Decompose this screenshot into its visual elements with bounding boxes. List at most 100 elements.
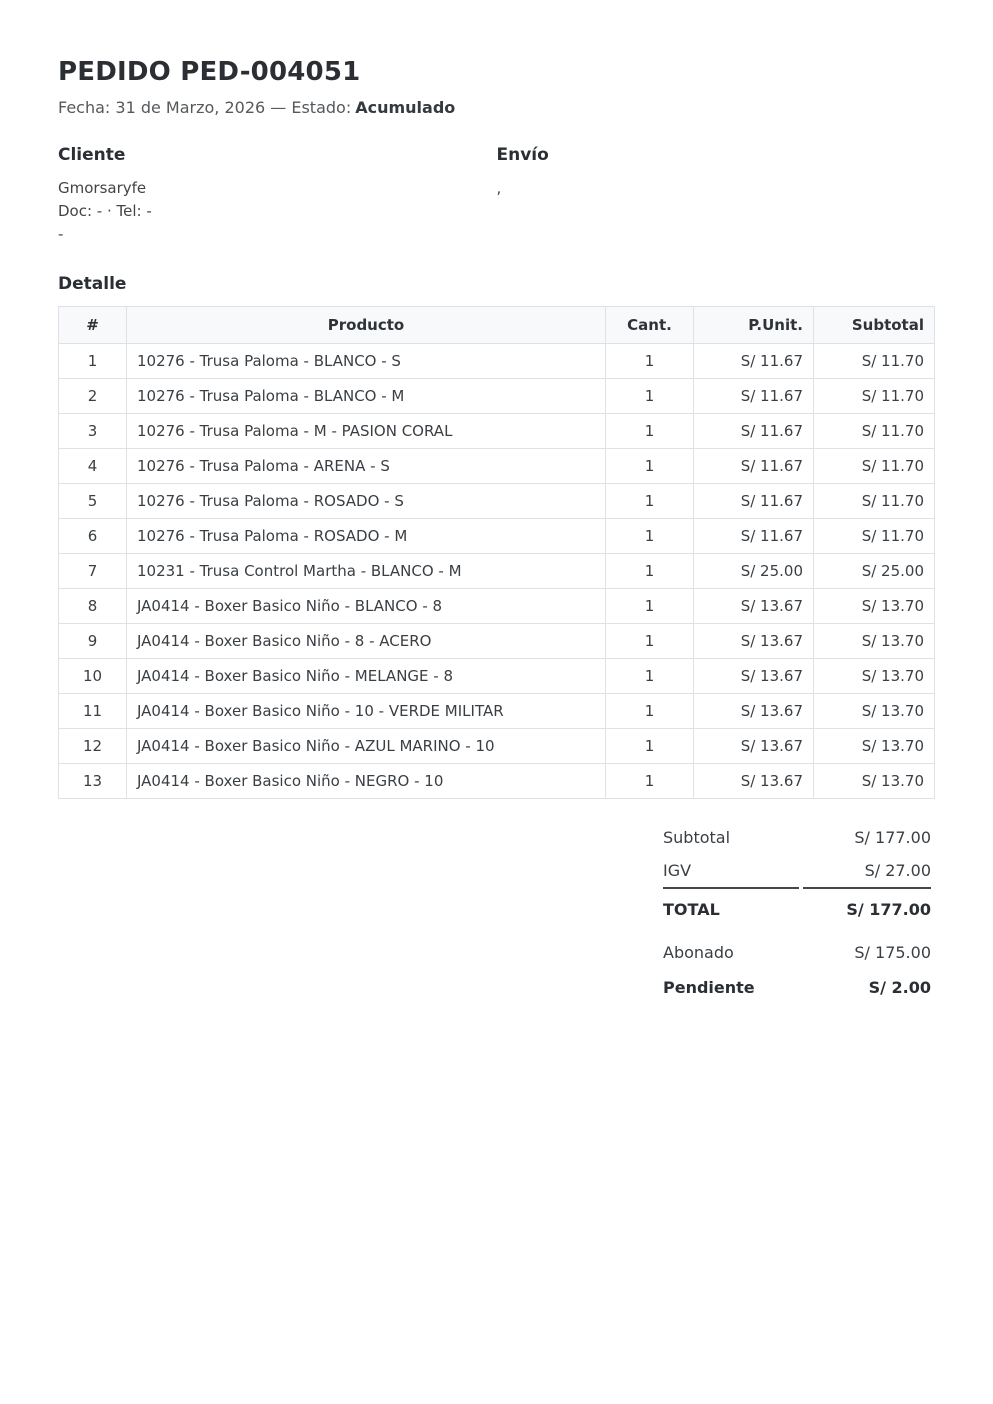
cell-num: 13 (58, 763, 127, 799)
summary-row-total: TOTAL S/ 177.00 (663, 887, 931, 924)
cell-punit: S/ 13.67 (693, 658, 814, 694)
cell-punit: S/ 11.67 (693, 413, 814, 449)
cell-producto: JA0414 - Boxer Basico Niño - AZUL MARINO… (126, 728, 606, 764)
cell-punit: S/ 13.67 (693, 693, 814, 729)
cell-subtotal: S/ 25.00 (813, 553, 935, 589)
table-row: 10 JA0414 - Boxer Basico Niño - MELANGE -… (58, 658, 935, 694)
order-meta: Fecha: 31 de Marzo, 2026 — Estado: Acumul… (58, 98, 935, 117)
envio-section: Envío , (497, 145, 936, 246)
cell-num: 9 (58, 623, 127, 659)
cell-num: 11 (58, 693, 127, 729)
table-row: 7 10231 - Trusa Control Martha - BLANCO -… (58, 553, 935, 589)
cell-num: 5 (58, 483, 127, 519)
column-header-cant: Cant. (605, 306, 694, 344)
cell-cant: 1 (605, 623, 694, 659)
cell-punit: S/ 11.67 (693, 343, 814, 379)
cell-subtotal: S/ 13.70 (813, 728, 935, 764)
column-header-punit: P.Unit. (693, 306, 814, 344)
items-table: # Producto Cant. P.Unit. Subtotal 1 10276… (58, 306, 935, 799)
cell-producto: 10276 - Trusa Paloma - M - PASION CORAL (126, 413, 606, 449)
table-row: 3 10276 - Trusa Paloma - M - PASION CORAL… (58, 413, 935, 449)
subtotal-label: Subtotal (663, 828, 731, 847)
cell-cant: 1 (605, 378, 694, 414)
cell-cant: 1 (605, 553, 694, 589)
table-row: 4 10276 - Trusa Paloma - ARENA - S 1 S/ 11.… (58, 448, 935, 484)
cell-num: 10 (58, 658, 127, 694)
cell-cant: 1 (605, 763, 694, 799)
column-header-subtotal: Subtotal (813, 306, 935, 344)
total-value: S/ 177.00 (803, 887, 931, 924)
total-label: TOTAL (663, 887, 799, 924)
order-date-status-label: Fecha: 31 de Marzo, 2026 — Estado: (58, 98, 352, 117)
cell-producto: 10231 - Trusa Control Martha - BLANCO - … (126, 553, 606, 589)
cell-subtotal: S/ 11.70 (813, 518, 935, 554)
cell-cant: 1 (605, 518, 694, 554)
cell-punit: S/ 11.67 (693, 518, 814, 554)
table-row: 13 JA0414 - Boxer Basico Niño - NEGRO - 1… (58, 763, 935, 799)
cell-cant: 1 (605, 693, 694, 729)
cell-num: 6 (58, 518, 127, 554)
cell-cant: 1 (605, 658, 694, 694)
cliente-heading: Cliente (58, 145, 126, 165)
cell-subtotal: S/ 13.70 (813, 623, 935, 659)
envio-heading: Envío (496, 145, 549, 165)
igv-label: IGV (663, 861, 692, 880)
cell-subtotal: S/ 13.70 (813, 763, 935, 799)
cell-num: 1 (58, 343, 127, 379)
cell-punit: S/ 11.67 (693, 483, 814, 519)
cell-cant: 1 (605, 413, 694, 449)
table-row: 11 JA0414 - Boxer Basico Niño - 10 - VERD… (58, 693, 935, 729)
cell-punit: S/ 13.67 (693, 728, 814, 764)
cliente-extra: - (58, 225, 64, 243)
cell-punit: S/ 25.00 (693, 553, 814, 589)
cell-producto: JA0414 - Boxer Basico Niño - BLANCO - 8 (126, 588, 606, 624)
cell-producto: 10276 - Trusa Paloma - ARENA - S (126, 448, 606, 484)
cell-subtotal: S/ 11.70 (813, 413, 935, 449)
cell-num: 3 (58, 413, 127, 449)
cell-num: 2 (58, 378, 127, 414)
cliente-name: Gmorsaryfe (58, 179, 147, 197)
cell-producto: JA0414 - Boxer Basico Niño - 8 - ACERO (126, 623, 606, 659)
pendiente-label: Pendiente (663, 978, 755, 997)
detalle-heading: Detalle (58, 274, 127, 294)
cell-producto: 10276 - Trusa Paloma - BLANCO - M (126, 378, 606, 414)
client-shipping-row: Cliente Gmorsaryfe Doc: - · Tel: - - Env… (58, 145, 935, 246)
cell-producto: 10276 - Trusa Paloma - ROSADO - S (126, 483, 606, 519)
page-title: PEDIDO PED-004051 (58, 57, 361, 87)
cell-cant: 1 (605, 448, 694, 484)
table-row: 2 10276 - Trusa Paloma - BLANCO - M 1 S/ 11… (58, 378, 935, 414)
totals-section: Subtotal S/ 177.00 IGV S/ 27.00 TOTAL S/… (58, 821, 935, 1004)
summary-row-pendiente: Pendiente S/ 2.00 (663, 969, 931, 1004)
column-header-producto: Producto (126, 306, 606, 344)
cell-punit: S/ 13.67 (693, 588, 814, 624)
cell-cant: 1 (605, 483, 694, 519)
cell-subtotal: S/ 11.70 (813, 378, 935, 414)
cell-producto: 10276 - Trusa Paloma - BLANCO - S (126, 343, 606, 379)
cell-subtotal: S/ 11.70 (813, 483, 935, 519)
cell-cant: 1 (605, 728, 694, 764)
abonado-value: S/ 175.00 (854, 943, 931, 962)
pendiente-value: S/ 2.00 (868, 978, 931, 997)
column-header-num: # (58, 306, 127, 344)
cell-producto: JA0414 - Boxer Basico Niño - NEGRO - 10 (126, 763, 606, 799)
cliente-section: Cliente Gmorsaryfe Doc: - · Tel: - - (58, 145, 497, 246)
cell-punit: S/ 11.67 (693, 378, 814, 414)
envio-address: , (496, 179, 502, 197)
cell-num: 12 (58, 728, 127, 764)
table-row: 12 JA0414 - Boxer Basico Niño - AZUL MARI… (58, 728, 935, 764)
cell-subtotal: S/ 11.70 (813, 343, 935, 379)
cell-punit: S/ 11.67 (693, 448, 814, 484)
order-status-badge: Acumulado (355, 98, 456, 117)
cell-subtotal: S/ 13.70 (813, 693, 935, 729)
abonado-label: Abonado (663, 943, 734, 962)
cell-num: 7 (58, 553, 127, 589)
table-row: 6 10276 - Trusa Paloma - ROSADO - M 1 S/ 11… (58, 518, 935, 554)
summary-row-abonado: Abonado S/ 175.00 (663, 924, 931, 969)
cell-num: 8 (58, 588, 127, 624)
cell-punit: S/ 13.67 (693, 763, 814, 799)
igv-value: S/ 27.00 (864, 861, 931, 880)
cell-subtotal: S/ 13.70 (813, 658, 935, 694)
table-row: 8 JA0414 - Boxer Basico Niño - BLANCO - 8… (58, 588, 935, 624)
cell-cant: 1 (605, 343, 694, 379)
cell-cant: 1 (605, 588, 694, 624)
